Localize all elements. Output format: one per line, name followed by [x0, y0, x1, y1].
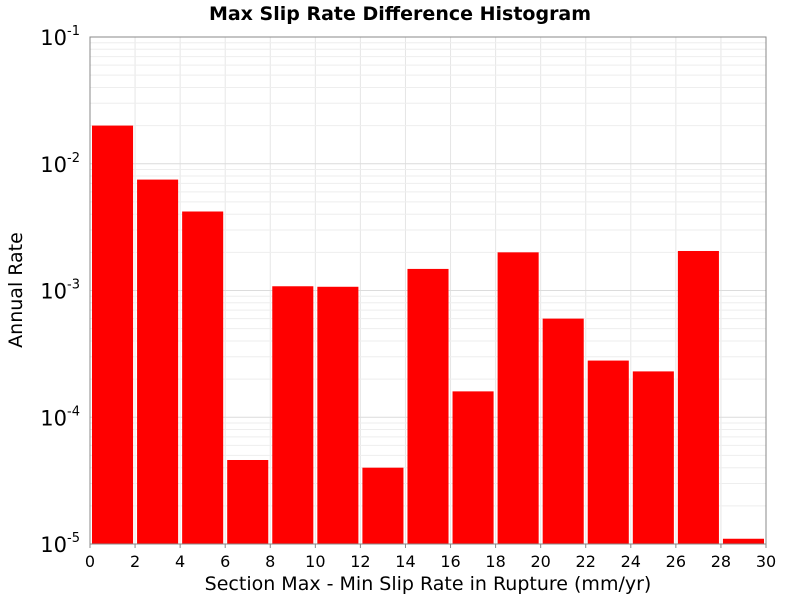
y-tick-exponent: -4 [67, 404, 80, 419]
bar-10 [542, 318, 584, 544]
y-axis-ticks: 10-510-410-310-210-1 [40, 24, 80, 557]
bar-12 [632, 371, 674, 544]
x-tick-label: 2 [130, 552, 140, 571]
x-tick-label: 28 [711, 552, 731, 571]
chart-title: Max Slip Rate Difference Histogram [209, 3, 591, 25]
x-axis-ticks: 0 2 4 6 8 10 12 14 16 18 20 22 24 26 28 30 [85, 544, 776, 571]
x-tick-label: 24 [621, 552, 641, 571]
x-tick-label: 30 [756, 552, 776, 571]
y-tick-base: 10 [40, 406, 67, 430]
bar-5 [317, 286, 359, 544]
x-tick-label: 0 [85, 552, 95, 571]
bar-1 [137, 179, 179, 544]
y-tick-base: 10 [40, 280, 67, 304]
bar-9 [497, 252, 539, 544]
bar-0 [92, 125, 134, 544]
y-tick-exponent: -5 [67, 531, 80, 546]
bar-8 [452, 391, 494, 544]
bar-11 [587, 360, 629, 544]
y-tick-exponent: -3 [67, 278, 80, 293]
plot-frame [89, 36, 767, 545]
x-tick-label: 6 [220, 552, 230, 571]
bar-3 [227, 459, 269, 544]
x-tick-label: 8 [265, 552, 275, 571]
y-tick-label: 10-5 [40, 531, 80, 557]
y-tick-base: 10 [40, 26, 67, 50]
y-tick-label: 10-1 [40, 24, 80, 50]
x-tick-label: 14 [395, 552, 415, 571]
bar-7 [407, 268, 449, 544]
x-tick-label: 12 [350, 552, 370, 571]
y-tick-label: 10-4 [40, 404, 80, 430]
bar-6 [362, 467, 404, 544]
y-tick-exponent: -2 [67, 151, 80, 166]
x-tick-label: 16 [440, 552, 460, 571]
bar-2 [182, 211, 224, 544]
x-axis-label: Section Max - Min Slip Rate in Rupture (… [205, 573, 652, 595]
y-tick-label: 10-3 [40, 278, 80, 304]
x-tick-label: 22 [576, 552, 596, 571]
y-tick-exponent: -1 [67, 24, 80, 39]
y-tick-base: 10 [40, 533, 67, 557]
x-tick-label: 4 [175, 552, 185, 571]
bar-14 [722, 538, 764, 544]
x-tick-label: 20 [530, 552, 550, 571]
bar-4 [272, 286, 314, 544]
y-axis-label: Annual Rate [5, 232, 27, 348]
x-tick-label: 18 [485, 552, 505, 571]
y-tick-label: 10-2 [40, 151, 80, 177]
y-tick-base: 10 [40, 153, 67, 177]
bar-13 [677, 250, 719, 544]
x-tick-label: 26 [666, 552, 686, 571]
x-tick-label: 10 [305, 552, 325, 571]
bars-group [92, 125, 764, 544]
